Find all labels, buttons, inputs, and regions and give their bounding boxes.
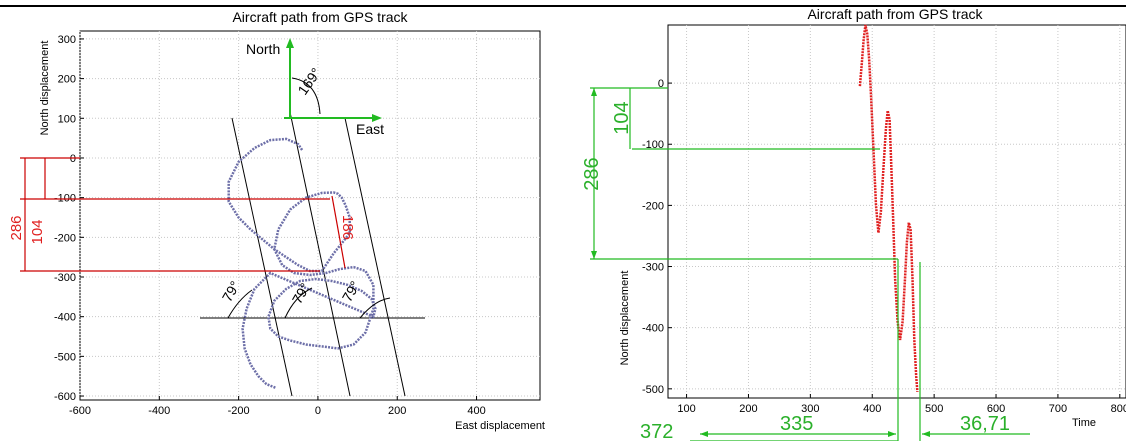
left-xtick-label-4: 200: [388, 405, 406, 417]
left-construction-lines: [200, 111, 425, 397]
track-guide-line-3: [344, 117, 406, 397]
left-x-ticks: -600 -400 -200 0 200 400: [69, 396, 486, 417]
gps-track-path: [227, 137, 377, 390]
east-arrow-head: [372, 114, 382, 122]
left-xtick-label-5: 400: [467, 405, 485, 417]
right-ytick-label-2: -200: [642, 200, 664, 212]
right-ytick-label-3: -300: [642, 262, 664, 274]
left-ytick-label-1: 200: [58, 74, 76, 86]
right-x-axis-label: Time: [1072, 417, 1096, 429]
right-xtick-label-1: 200: [739, 403, 757, 415]
right-dist-104-label: 104: [611, 101, 633, 134]
right-ytick-label-0: 0: [658, 78, 664, 90]
track-guide-line-2: [289, 111, 351, 397]
left-chart-title: Aircraft path from GPS track: [232, 9, 408, 25]
angle-arc-3: [359, 297, 391, 319]
north-displacement-series: [858, 24, 919, 392]
arrow-head-335-left: [700, 431, 708, 437]
heading-arc: [291, 77, 321, 115]
right-ytick-label-4: -400: [642, 323, 664, 335]
right-dist-286-label: 286: [581, 157, 603, 190]
right-xtick-label-5: 600: [987, 403, 1005, 415]
left-ytick-label-5: -200: [54, 232, 76, 244]
left-xtick-label-0: -600: [69, 405, 91, 417]
left-ytick-label-6: -300: [54, 272, 76, 284]
left-xtick-label-2: -200: [228, 405, 250, 417]
north-label: North: [246, 41, 280, 57]
right-xtick-label-2: 300: [801, 403, 819, 415]
right-grid: [668, 25, 1126, 398]
arrow-head-3671-left: [922, 431, 930, 437]
right-xtick-label-6: 700: [1049, 403, 1067, 415]
right-chart: Aircraft path from GPS track 100 200 300 40…: [581, 6, 1126, 441]
right-x-ticks: 100 200 300 400 500 600 700 800: [677, 394, 1126, 415]
right-xtick-label-0: 100: [677, 403, 695, 415]
left-ytick-label-8: -500: [54, 351, 76, 363]
angle-arc-2: [284, 287, 313, 319]
red-dim-186: [331, 195, 346, 269]
right-y-axis-label: North displacement: [619, 271, 631, 366]
right-chart-title: Aircraft path from GPS track: [807, 6, 983, 22]
left-y-axis-label: North displacement: [39, 41, 51, 136]
right-xtick-label-3: 400: [863, 403, 881, 415]
left-x-axis-label: East displacement: [455, 420, 545, 432]
left-xtick-label-3: 0: [315, 405, 321, 417]
east-label: East: [356, 121, 384, 137]
left-ytick-label-0: 300: [58, 34, 76, 46]
dist-286-label: 286: [8, 215, 25, 240]
right-y-ticks: 0 -100 -200 -300 -400 -500: [642, 78, 672, 396]
right-plot-area: [667, 24, 1126, 399]
angle-markers: [227, 287, 391, 319]
arrow-head-335-right: [888, 431, 896, 437]
red-dimension-lines: [20, 157, 346, 272]
dist-186-label: 186: [339, 215, 356, 240]
right-xtick-label-4: 500: [925, 403, 943, 415]
green-dimension-lines: [590, 87, 1030, 441]
dist-104-label: 104: [29, 219, 46, 244]
left-ytick-label-7: -400: [54, 312, 76, 324]
angle-arc-1: [227, 289, 253, 319]
arrow-head-286-top: [591, 88, 597, 96]
time-3671-label: 36,71: [960, 413, 1010, 435]
track-guide-line-1: [231, 117, 293, 397]
left-plot-area: [79, 30, 541, 401]
right-xtick-label-7: 800: [1111, 403, 1126, 415]
left-ytick-label-2: 100: [58, 113, 76, 125]
arrow-head-286-bottom: [591, 251, 597, 259]
north-arrow-head: [286, 38, 294, 48]
right-ytick-label-5: -500: [642, 384, 664, 396]
time-372-label: 372: [640, 421, 673, 441]
left-ytick-label-9: -600: [54, 391, 76, 403]
left-ytick-label-3: 0: [70, 153, 76, 165]
right-ytick-label-1: -100: [642, 139, 664, 151]
time-335-label: 335: [780, 413, 813, 435]
left-xtick-label-1: -400: [148, 405, 170, 417]
